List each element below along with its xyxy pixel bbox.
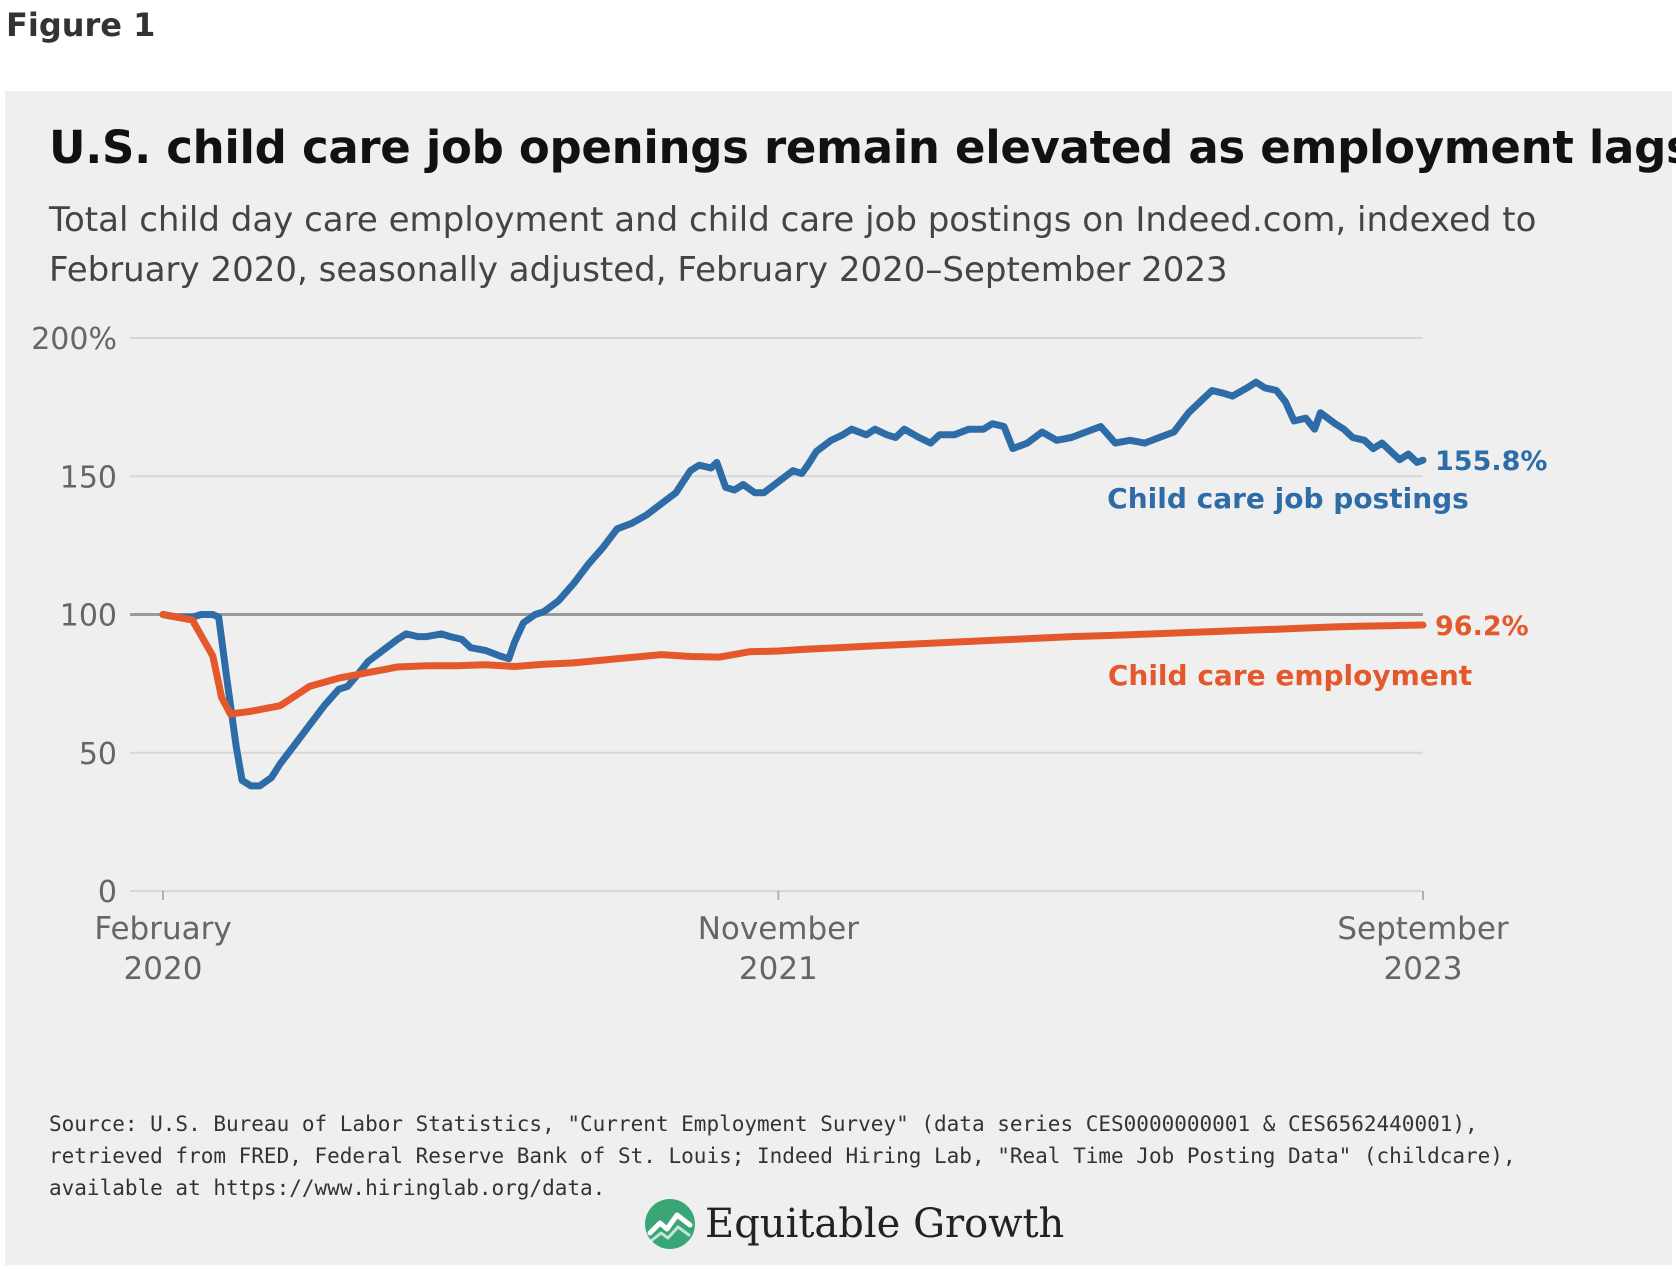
brand-logo: Equitable Growth	[643, 1196, 1064, 1252]
postings-end-label: 155.8%	[1435, 446, 1547, 477]
source-note: Source: U.S. Bureau of Labor Statistics,…	[49, 1112, 1516, 1200]
chart-panel: U.S. child care job openings remain elev…	[5, 91, 1676, 1265]
y-tick-label: 200%	[31, 322, 117, 357]
equitable-growth-logo-icon	[645, 1199, 695, 1249]
x-tick-label: November	[698, 911, 860, 947]
x-tick-label: September	[1337, 911, 1509, 947]
employment-line	[159, 611, 1427, 718]
y-tick-label: 0	[98, 875, 117, 910]
chart-title: U.S. child care job openings remain elev…	[49, 121, 1676, 174]
x-tick-label: February	[94, 911, 231, 947]
x-tick-label: 2020	[124, 951, 203, 987]
postings-line	[159, 378, 1427, 790]
x-tick-label: 2021	[739, 951, 818, 987]
chart-subtitle: Total child day care employment and chil…	[49, 200, 1537, 290]
y-tick-label: 50	[79, 737, 117, 772]
brand-name: Equitable Growth	[705, 1201, 1065, 1247]
line-chart: 0 50 100 150 200% February 2020 November 2021 Sep…	[31, 322, 1547, 987]
postings-series-label: Child care job postings	[1107, 482, 1469, 515]
x-tick-label: 2023	[1384, 951, 1463, 987]
employment-series-label: Child care employment	[1108, 659, 1472, 692]
y-tick-label: 150	[60, 460, 117, 495]
employment-end-label: 96.2%	[1435, 611, 1529, 642]
y-tick-label: 100	[60, 599, 117, 634]
figure-label: Figure 1	[6, 6, 156, 44]
